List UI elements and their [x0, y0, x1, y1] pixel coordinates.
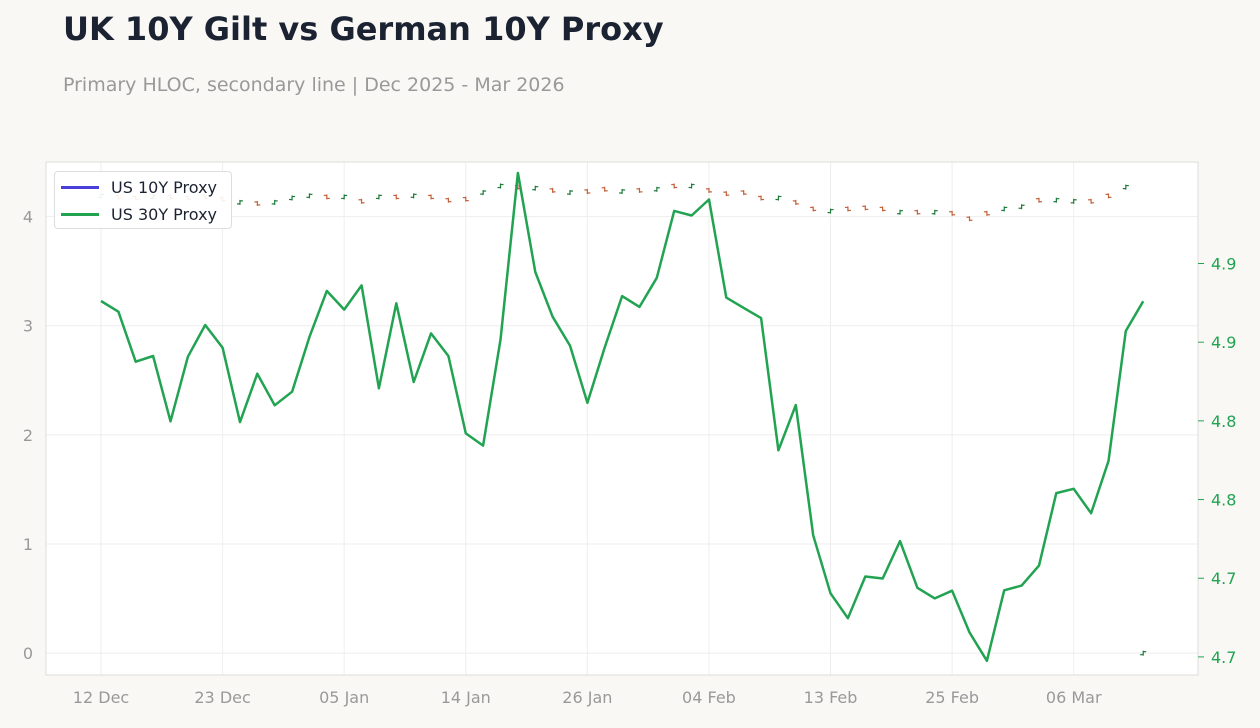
chart-subtitle: Primary HLOC, secondary line | Dec 2025 …	[63, 74, 565, 96]
hloc-bar	[358, 198, 365, 204]
legend-label-us-30y: US 30Y Proxy	[111, 204, 217, 224]
right-y-tick-label: 4.7	[1211, 648, 1236, 667]
hloc-bar	[566, 190, 573, 196]
x-tick-label: 13 Feb	[804, 688, 858, 707]
hloc-bar	[931, 209, 938, 215]
hloc-bar	[549, 187, 556, 193]
hloc-bar	[1035, 197, 1042, 203]
x-tick-label: 06 Mar	[1046, 688, 1102, 707]
hloc-bar	[740, 190, 747, 196]
x-tick-label: 26 Jan	[562, 688, 612, 707]
hloc-bar	[1140, 650, 1147, 656]
hloc-bar	[792, 199, 799, 205]
left-y-axis: 0 1 2 3 4	[23, 208, 33, 664]
us-30y-line	[100, 171, 1145, 663]
hloc-bar	[1122, 184, 1129, 190]
legend-label-us-10y: US 10Y Proxy	[111, 177, 217, 197]
right-y-tick-label: 4.8	[1211, 412, 1236, 431]
left-y-tick-label: 1	[23, 535, 33, 554]
x-tick-label: 04 Feb	[682, 688, 736, 707]
hloc-bar	[688, 183, 695, 189]
hloc-bar	[323, 194, 330, 200]
legend-item-us-30y: US 30Y Proxy	[61, 204, 217, 224]
hloc-bar	[497, 183, 504, 189]
hloc-bar	[827, 208, 834, 214]
hloc-bar	[532, 185, 539, 191]
right-y-tick-label: 4.8	[1211, 491, 1236, 510]
right-y-tick-label: 4.9	[1211, 254, 1236, 273]
hloc-bar	[462, 196, 469, 202]
left-y-tick-label: 2	[23, 426, 33, 445]
x-tick-label: 14 Jan	[441, 688, 491, 707]
hloc-bar	[983, 210, 990, 216]
x-tick-label: 23 Dec	[194, 688, 250, 707]
hloc-bar	[410, 193, 417, 199]
hloc-bar	[810, 206, 817, 212]
left-y-tick-label: 0	[23, 644, 33, 663]
hloc-bar	[966, 216, 973, 222]
right-y-tick-label: 4.7	[1211, 569, 1236, 588]
hloc-bar	[844, 206, 851, 212]
chart-legend: US 10Y Proxy US 30Y Proxy	[54, 171, 232, 229]
plot-frame	[45, 161, 1199, 676]
hloc-bar	[445, 197, 452, 203]
hloc-bar	[949, 210, 956, 216]
hloc-bar	[428, 194, 435, 200]
hloc-bar	[289, 195, 296, 201]
hloc-bar	[619, 188, 626, 194]
hloc-bar	[1070, 198, 1077, 204]
hloc-bar	[758, 195, 765, 201]
right-y-tick-label: 4.9	[1211, 333, 1236, 352]
hloc-bar	[1105, 193, 1112, 199]
hloc-bar	[306, 193, 313, 199]
hloc-bar	[1018, 204, 1025, 210]
hloc-bar	[705, 187, 712, 193]
hloc-bar	[653, 186, 660, 192]
hloc-bar	[236, 199, 243, 205]
hloc-bar	[480, 190, 487, 196]
hloc-bar	[897, 209, 904, 215]
hloc-bar	[1001, 206, 1008, 212]
hloc-bar	[254, 200, 261, 206]
hloc-bar	[341, 194, 348, 200]
hloc-bar	[671, 183, 678, 189]
right-y-axis: 4.7 4.7 4.8 4.8 4.9 4.9	[1198, 254, 1236, 667]
hloc-bar	[723, 191, 730, 197]
hloc-bar	[1053, 197, 1060, 203]
plot-area	[46, 162, 1198, 675]
hloc-bar	[1088, 198, 1095, 204]
hloc-bar	[862, 205, 869, 211]
hloc-bar	[636, 187, 643, 193]
legend-item-us-10y: US 10Y Proxy	[61, 177, 217, 197]
hloc-bar	[879, 206, 886, 212]
x-tick-label: 12 Dec	[73, 688, 129, 707]
hloc-bar	[393, 194, 400, 200]
legend-swatch-us-10y	[61, 185, 99, 189]
x-tick-label: 05 Jan	[319, 688, 369, 707]
hloc-bar	[271, 199, 278, 205]
chart-title: UK 10Y Gilt vs German 10Y Proxy	[63, 10, 664, 48]
left-y-tick-label: 4	[23, 208, 33, 227]
hloc-bar	[601, 186, 608, 192]
x-tick-label: 25 Feb	[925, 688, 979, 707]
legend-swatch-us-30y	[61, 212, 99, 216]
left-y-tick-label: 3	[23, 317, 33, 336]
hloc-bar	[775, 195, 782, 201]
hloc-bar	[375, 194, 382, 200]
x-axis: 12 Dec 23 Dec 05 Jan 14 Jan 26 Jan 04 Feb 13 F…	[73, 688, 1102, 707]
hloc-bar	[914, 209, 921, 215]
hloc-bar	[584, 188, 591, 194]
